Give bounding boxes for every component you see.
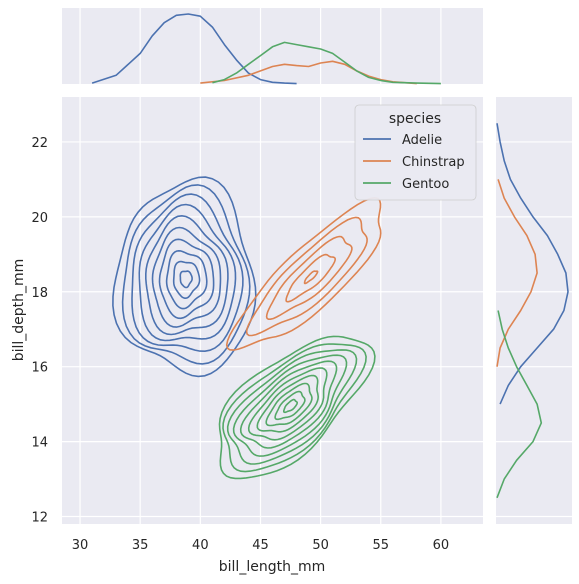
contour-level <box>121 184 251 365</box>
contour-level <box>247 367 328 441</box>
top-marginal-curves <box>91 13 441 85</box>
x-tick-label: 45 <box>252 538 269 553</box>
legend-label-chinstrap: Chinstrap <box>402 155 465 170</box>
contour-level <box>226 349 358 465</box>
marginal-y-gentoo <box>496 310 543 499</box>
contour-level <box>265 382 313 427</box>
right-marginal-area <box>496 97 572 524</box>
contour-level <box>283 398 298 414</box>
marginal-y-chinstrap <box>496 179 538 367</box>
contour-level <box>138 203 237 342</box>
contour-level <box>179 270 193 289</box>
contour-level <box>218 335 376 480</box>
contour-level <box>112 176 257 378</box>
y-tick-label: 20 <box>31 211 48 226</box>
contour-level <box>265 235 353 320</box>
y-tick-labels: 12 14 16 18 20 22 <box>31 136 48 526</box>
contour-level <box>274 390 306 421</box>
y-tick-label: 18 <box>31 286 48 301</box>
contours-adelie <box>112 176 257 378</box>
x-tick-label: 60 <box>433 538 450 553</box>
contour-level <box>165 249 208 310</box>
y-axis-label: bill_depth_mm <box>11 259 27 362</box>
kde-contours <box>112 176 382 480</box>
contour-level <box>232 354 348 457</box>
y-tick-label: 16 <box>31 361 48 376</box>
x-tick-label: 30 <box>72 538 89 553</box>
contour-level <box>303 270 319 285</box>
marginal-x-gentoo <box>212 41 441 85</box>
main-grid <box>62 97 483 524</box>
contour-level <box>131 193 244 353</box>
contour-level <box>172 260 201 299</box>
x-axis-label: bill_length_mm <box>219 559 325 575</box>
right-marginal-grid <box>496 141 572 518</box>
y-tick-label: 12 <box>31 511 48 526</box>
contour-level <box>151 226 222 328</box>
marginal-x-chinstrap <box>200 60 417 85</box>
x-tick-label: 40 <box>192 538 209 553</box>
x-tick-label: 50 <box>312 538 329 553</box>
legend-label-adelie: Adelie <box>402 133 442 148</box>
right-marginal-curves <box>496 123 569 499</box>
contour-level <box>256 374 320 433</box>
marginal-x-adelie <box>91 13 297 85</box>
marginal-y-adelie <box>496 123 569 405</box>
y-tick-label: 22 <box>31 136 48 151</box>
contours-gentoo <box>218 335 376 480</box>
contours-chinstrap <box>225 196 382 351</box>
legend-title: species <box>389 111 441 127</box>
contour-level <box>222 343 367 473</box>
contour-level <box>145 214 229 336</box>
x-tick-label: 35 <box>132 538 149 553</box>
x-tick-label: 55 <box>372 538 389 553</box>
contour-level <box>285 253 337 303</box>
contour-level <box>245 216 368 337</box>
y-tick-label: 14 <box>31 436 48 451</box>
contour-level <box>158 238 215 320</box>
legend-box <box>354 104 477 201</box>
contour-level <box>225 196 382 351</box>
x-tick-labels: 30 35 40 45 50 55 60 <box>72 538 449 553</box>
contour-level <box>239 360 338 449</box>
legend: species Adelie Chinstrap Gentoo <box>354 104 477 201</box>
top-marginal-grid <box>79 8 442 84</box>
legend-label-gentoo: Gentoo <box>402 177 449 192</box>
